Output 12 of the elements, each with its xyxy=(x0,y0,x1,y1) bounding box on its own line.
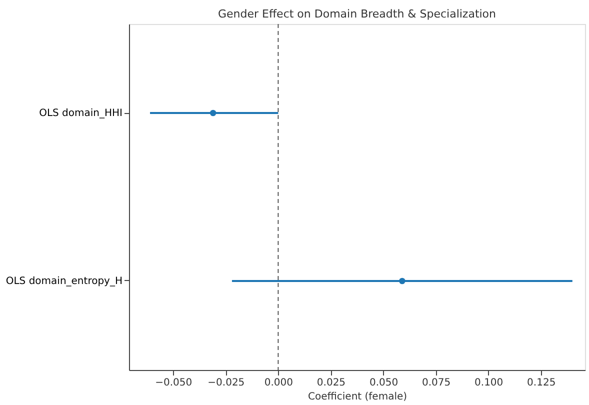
y-tick-label: OLS domain_HHI xyxy=(39,108,122,120)
x-tick-label: 0.125 xyxy=(527,378,556,388)
x-tick-label: 0.025 xyxy=(316,378,346,388)
x-tick-label: 0.075 xyxy=(422,378,451,388)
chart-title: Gender Effect on Domain Breadth & Specialization xyxy=(218,8,496,20)
x-axis-title: Coefficient (female) xyxy=(308,392,408,402)
x-tick-label: −0.050 xyxy=(155,378,192,388)
x-tick-label: −0.025 xyxy=(208,378,245,388)
x-tick-label: 0.000 xyxy=(264,378,294,388)
x-tick-label: 0.050 xyxy=(369,378,398,388)
x-tick-label: 0.100 xyxy=(474,378,504,388)
y-tick-label: OLS domain_entropy_H xyxy=(6,276,122,287)
